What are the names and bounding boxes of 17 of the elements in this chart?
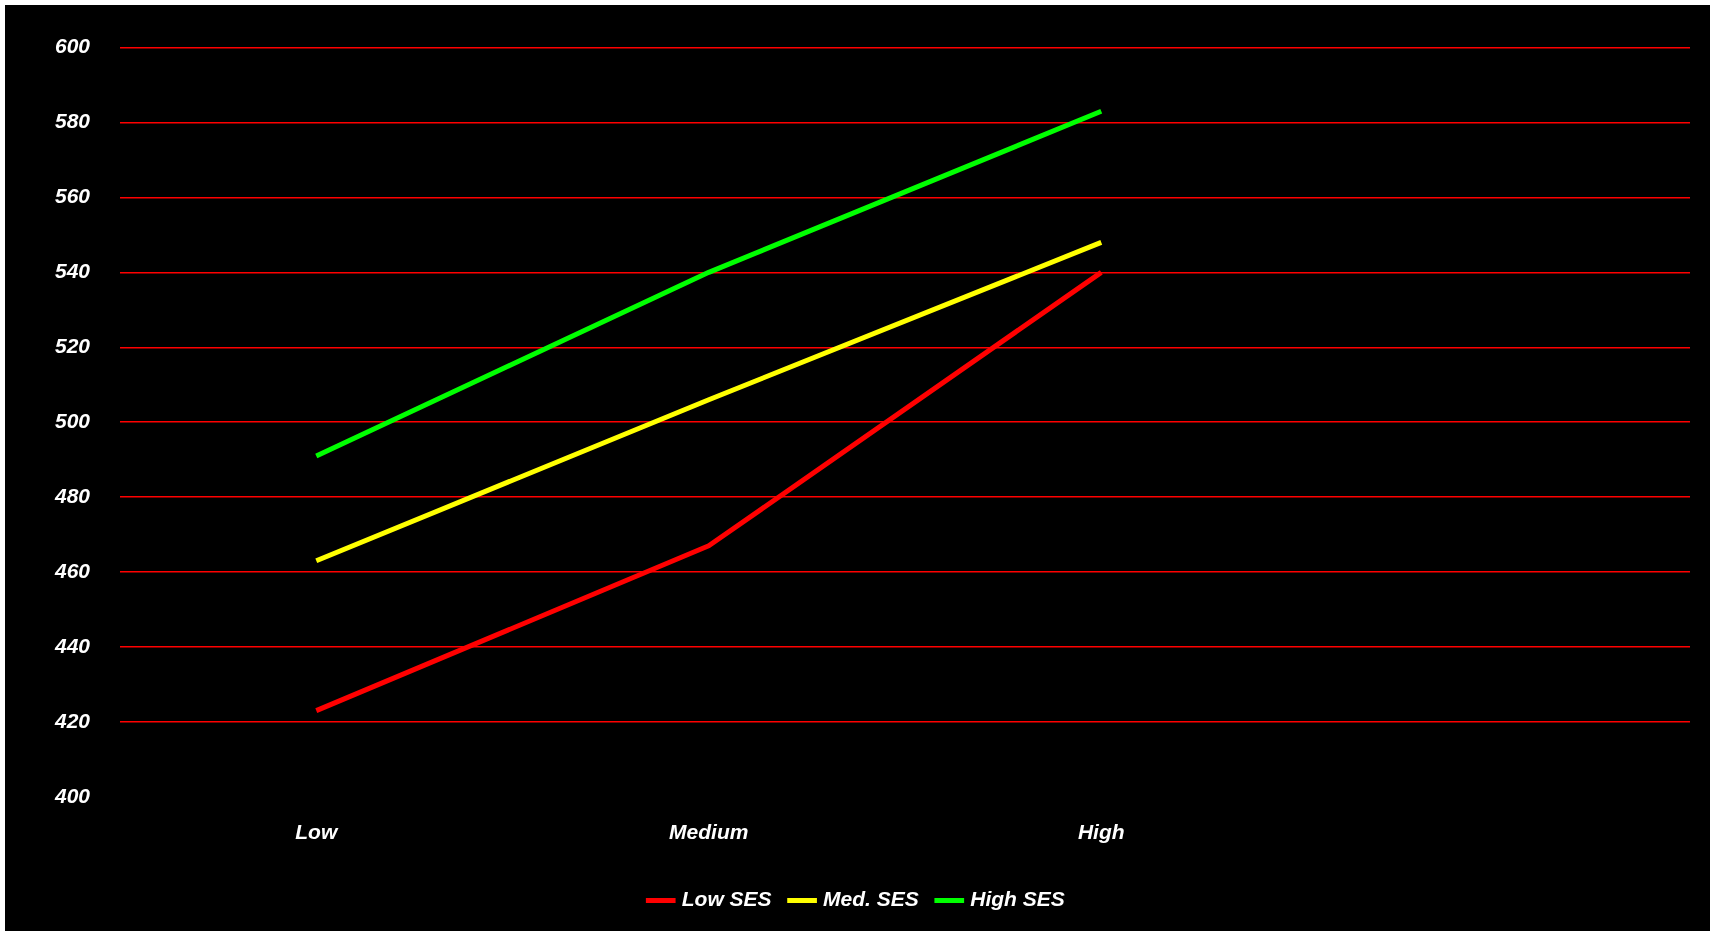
legend-label: High SES	[970, 887, 1065, 911]
legend-label: Med. SES	[823, 887, 919, 911]
y-tick-label: 540	[54, 259, 91, 283]
y-tick-label: 420	[53, 708, 91, 732]
y-tick-label: 580	[54, 109, 91, 133]
x-tick-label: Low	[295, 820, 339, 844]
y-tick-label: 400	[53, 783, 91, 807]
y-tick-label: 600	[54, 34, 91, 58]
legend-label: Low SES	[681, 887, 772, 911]
x-tick-label: High	[1077, 820, 1125, 844]
y-tick-label: 520	[54, 334, 91, 358]
y-tick-label: 560	[54, 184, 91, 208]
y-tick-label: 440	[53, 633, 91, 657]
y-tick-label: 480	[53, 483, 91, 507]
y-tick-label: 500	[54, 409, 91, 432]
y-tick-label: 460	[53, 558, 91, 582]
x-tick-label: Medium	[669, 820, 749, 844]
